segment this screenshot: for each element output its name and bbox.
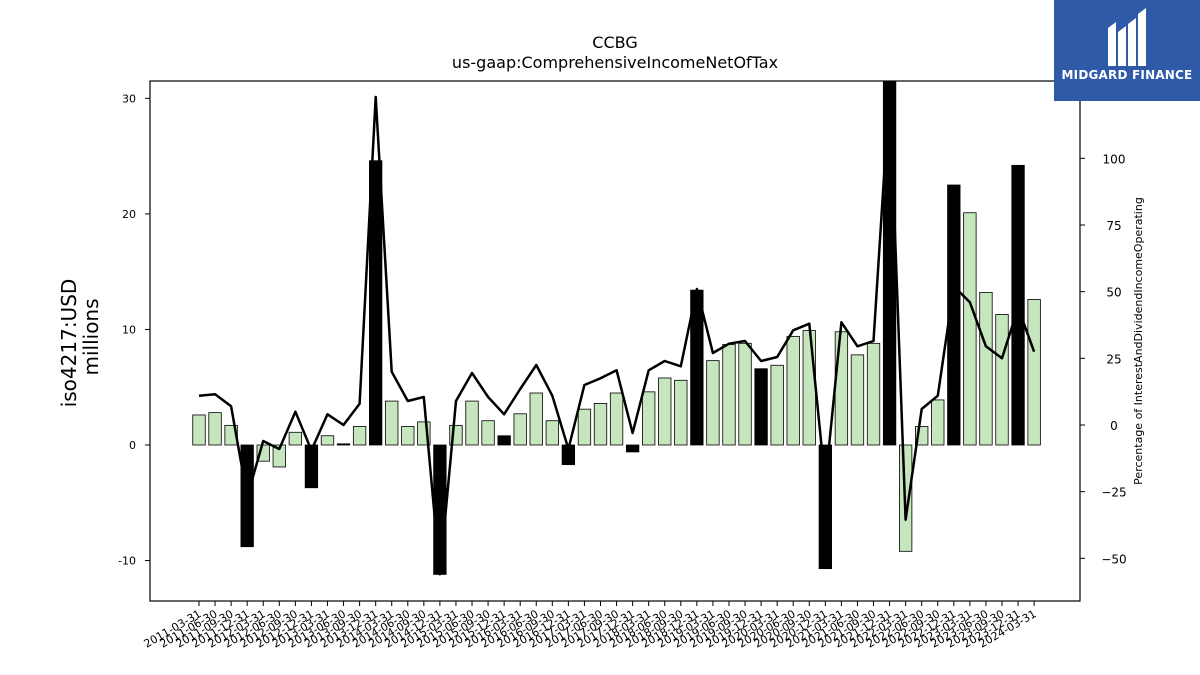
plot-frame xyxy=(149,80,1081,602)
bar xyxy=(658,377,672,446)
bar xyxy=(625,444,640,453)
bar xyxy=(931,399,945,446)
bar xyxy=(208,412,222,446)
y-axis-label: iso4217:USD xyxy=(57,279,81,408)
left-tick-label: -10 xyxy=(118,555,136,568)
bar xyxy=(401,426,415,446)
bar xyxy=(336,443,351,446)
y-axis-units: millions xyxy=(79,298,103,375)
chart-title: CCBG xyxy=(592,33,637,52)
bar xyxy=(979,292,993,446)
bar xyxy=(786,335,800,446)
bar xyxy=(834,331,849,446)
bar xyxy=(497,435,511,446)
left-tick-label: 30 xyxy=(122,92,136,105)
bar xyxy=(481,420,495,446)
bar xyxy=(947,184,961,446)
bar xyxy=(642,391,656,446)
right-tick-label: 0 xyxy=(1110,419,1118,433)
left-tick-label: 20 xyxy=(122,208,136,221)
left-axis: -10 0 10 20 30 xyxy=(118,92,150,568)
bar xyxy=(995,314,1009,446)
bar xyxy=(288,431,303,446)
ratio-line xyxy=(198,87,1036,576)
midgard-logo-icon xyxy=(1108,8,1146,66)
bar xyxy=(674,379,688,446)
bar xyxy=(577,408,592,446)
right-tick-label: 100 xyxy=(1103,152,1126,166)
bar xyxy=(433,444,447,575)
bar xyxy=(738,342,752,446)
bar xyxy=(722,344,736,446)
bar xyxy=(706,360,720,446)
right-tick-label: 25 xyxy=(1106,352,1121,366)
left-tick-label: 10 xyxy=(122,323,136,336)
bar xyxy=(369,160,383,446)
bar xyxy=(609,392,624,446)
chart-subtitle: us-gaap:ComprehensiveIncomeNetOfTax xyxy=(452,53,778,72)
bar xyxy=(850,354,865,446)
left-tick-label: 0 xyxy=(129,439,136,452)
bar xyxy=(882,80,897,446)
bar xyxy=(320,435,335,446)
bar xyxy=(963,212,977,446)
logo-text: MIDGARD FINANCE xyxy=(1061,68,1193,82)
bar xyxy=(818,444,832,570)
bar xyxy=(272,444,286,468)
bar xyxy=(770,364,784,446)
bar xyxy=(754,368,768,446)
right-tick-label: −25 xyxy=(1101,486,1126,500)
bar xyxy=(593,402,608,446)
bar xyxy=(1027,298,1041,446)
x-axis: 2011-03-312011-06-302011-09-302011-12-31… xyxy=(142,601,1039,651)
bar-series xyxy=(192,80,1041,575)
bar xyxy=(352,426,367,446)
right-tick-label: 50 xyxy=(1106,286,1121,300)
right-tick-label: 75 xyxy=(1106,219,1121,233)
right-axis: −50 −25 0 25 50 75 100 xyxy=(1080,152,1127,566)
brand-logo: MIDGARD FINANCE xyxy=(1054,0,1200,101)
bar xyxy=(802,330,816,446)
y2-axis-label: Percentage of InterestAndDividendIncomeO… xyxy=(1132,197,1145,485)
plot-area xyxy=(149,80,1081,602)
bar xyxy=(866,342,881,446)
bar xyxy=(545,420,559,446)
bar xyxy=(304,444,319,489)
right-tick-label: −50 xyxy=(1101,552,1126,566)
bar xyxy=(1011,164,1025,446)
bar xyxy=(513,413,527,446)
bar xyxy=(465,400,479,446)
bar xyxy=(385,400,399,446)
bar xyxy=(529,392,543,446)
bar xyxy=(192,414,206,446)
